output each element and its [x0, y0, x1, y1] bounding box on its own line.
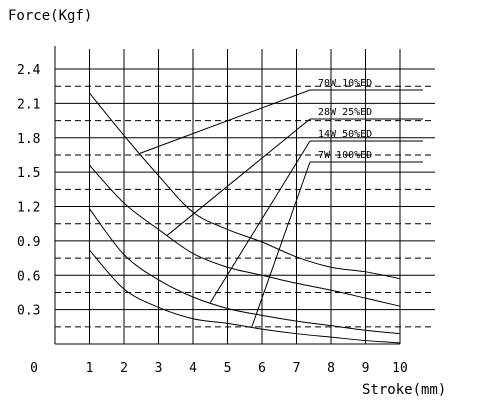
legend-leader-line: [209, 140, 311, 304]
series-line-2: [89, 208, 401, 335]
x-axis-title: Stroke(mm): [362, 382, 446, 398]
y-tick-label: 1.8: [17, 132, 40, 147]
x-tick-label: 8: [327, 361, 335, 376]
series-line-3: [89, 249, 401, 344]
x-tick-label: 7: [293, 361, 301, 376]
legend-entry: 7W 100%ED: [318, 150, 372, 161]
y-tick-label: 0.9: [17, 235, 40, 250]
legend-leader-line: [139, 89, 311, 154]
x-tick-label: 4: [189, 361, 197, 376]
x-tick-label: 6: [258, 361, 266, 376]
legend-leader-line: [251, 161, 311, 328]
y-tick-label: 1.2: [17, 201, 40, 216]
x-tick-label: 10: [392, 361, 408, 376]
legend-entry: 70W 10%ED: [318, 78, 372, 89]
series-line-0: [89, 92, 401, 280]
x-tick-label: 5: [224, 361, 232, 376]
x-tick-label: 2: [120, 361, 128, 376]
series-line-1: [89, 164, 401, 307]
y-tick-label: 0.3: [17, 304, 40, 319]
x-tick-label: 3: [155, 361, 163, 376]
x-tick-label: 1: [86, 361, 94, 376]
legend-leader-line: [166, 118, 311, 236]
y-axis-title: Force(Kgf): [8, 8, 92, 24]
grid: [54, 46, 435, 345]
x-tick-label: 9: [362, 361, 370, 376]
tick-labels: 2.4 2.1 1.8 1.5 1.2 0.9 0.6 0.3 0 1 2 3 4 5 6 7 8 9 10: [17, 63, 408, 376]
x-tick-label: 0: [30, 361, 38, 376]
y-tick-label: 1.5: [17, 166, 40, 181]
legend: 70W 10%ED 28W 25%ED 14W 50%ED 7W 100%ED: [139, 78, 423, 328]
y-tick-label: 0.6: [17, 269, 40, 284]
y-tick-label: 2.1: [17, 97, 40, 112]
legend-entry: 28W 25%ED: [318, 107, 372, 118]
legend-entry: 14W 50%ED: [318, 129, 372, 140]
y-tick-label: 2.4: [17, 63, 41, 78]
series-curves: [89, 92, 401, 344]
